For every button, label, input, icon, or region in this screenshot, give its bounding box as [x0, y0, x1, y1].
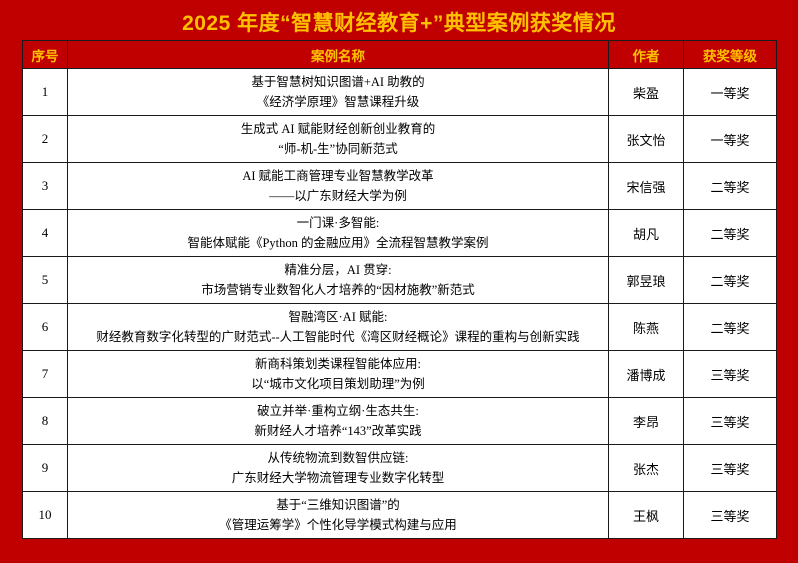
table-row: 9 从传统物流到数智供应链: 广东财经大学物流管理专业数字化转型 张杰 三等奖	[22, 444, 777, 492]
case-title-cell: 一门课·多智能: 智能体赋能《Python 的金融应用》全流程智慧教学案例	[67, 209, 609, 257]
table-row: 1 基于智慧树知识图谱+AI 助教的 《经济学原理》智慧课程升级 柴盈 一等奖	[22, 68, 777, 116]
case-title-line1: 精准分层，AI 贯穿:	[284, 263, 392, 277]
awards-table: 序号 案例名称 作者 获奖等级 1 基于智慧树知识图谱+AI 助教的 《经济学原…	[22, 40, 777, 539]
author-cell: 王枫	[608, 491, 684, 539]
table-header-row: 序号 案例名称 作者 获奖等级	[22, 40, 777, 69]
author-cell: 李昂	[608, 397, 684, 445]
case-title-cell: 破立并举·重构立纲·生态共生: 新财经人才培养“143”改革实践	[67, 397, 609, 445]
case-title-line1: 生成式 AI 赋能财经创新创业教育的	[240, 122, 436, 136]
row-number-cell: 2	[22, 115, 68, 163]
case-title-line1: 一门课·多智能:	[296, 216, 380, 230]
row-number-cell: 4	[22, 209, 68, 257]
row-number-cell: 10	[22, 491, 68, 539]
case-title-cell: 智融湾区·AI 赋能: 财经教育数字化转型的广财范式--人工智能时代《湾区财经概…	[67, 303, 609, 351]
row-number-cell: 7	[22, 350, 68, 398]
author-cell: 张杰	[608, 444, 684, 492]
case-title-line2: 智能体赋能《Python 的金融应用》全流程智慧教学案例	[187, 236, 489, 250]
author-cell: 张文怡	[608, 115, 684, 163]
case-title-line2: 《经济学原理》智慧课程升级	[256, 95, 420, 109]
case-title-line1: 新商科策划类课程智能体应用:	[255, 357, 421, 371]
table-row: 5 精准分层，AI 贯穿: 市场营销专业数智化人才培养的“因材施教”新范式 郭昱…	[22, 256, 777, 304]
award-cell: 一等奖	[683, 115, 777, 163]
case-title-cell: 新商科策划类课程智能体应用: 以“城市文化项目策划助理”为例	[67, 350, 609, 398]
page-title: 2025 年度“智慧财经教育+”典型案例获奖情况	[182, 12, 616, 35]
case-title-cell: 生成式 AI 赋能财经创新创业教育的 “师-机-生”协同新范式	[67, 115, 609, 163]
case-title-line2: 财经教育数字化转型的广财范式--人工智能时代《湾区财经概论》课程的重构与创新实践	[96, 330, 580, 344]
case-title-cell: 基于“三维知识图谱”的 《管理运筹学》个性化导学模式构建与应用	[67, 491, 609, 539]
table-row: 7 新商科策划类课程智能体应用: 以“城市文化项目策划助理”为例 潘博成 三等奖	[22, 350, 777, 398]
case-title-line2: 新财经人才培养“143”改革实践	[254, 424, 422, 438]
award-cell: 二等奖	[683, 162, 777, 210]
author-cell: 宋信强	[608, 162, 684, 210]
case-title-cell: 精准分层，AI 贯穿: 市场营销专业数智化人才培养的“因材施教”新范式	[67, 256, 609, 304]
table-row: 4 一门课·多智能: 智能体赋能《Python 的金融应用》全流程智慧教学案例 …	[22, 209, 777, 257]
award-cell: 三等奖	[683, 491, 777, 539]
header-case-name: 案例名称	[67, 40, 609, 69]
case-title-line2: 以“城市文化项目策划助理”为例	[251, 377, 425, 391]
row-number-cell: 5	[22, 256, 68, 304]
header-author: 作者	[608, 40, 684, 69]
author-cell: 潘博成	[608, 350, 684, 398]
award-cell: 二等奖	[683, 303, 777, 351]
case-title-line1: 从传统物流到数智供应链:	[267, 451, 409, 465]
author-cell: 郭昱琅	[608, 256, 684, 304]
award-cell: 一等奖	[683, 68, 777, 116]
case-title-line1: 智融湾区·AI 赋能:	[288, 310, 388, 324]
award-cell: 二等奖	[683, 256, 777, 304]
author-cell: 陈燕	[608, 303, 684, 351]
table-row: 3 AI 赋能工商管理专业智慧教学改革 ——以广东财经大学为例 宋信强 二等奖	[22, 162, 777, 210]
case-title-line2: 市场营销专业数智化人才培养的“因材施教”新范式	[201, 283, 475, 297]
case-title-cell: 基于智慧树知识图谱+AI 助教的 《经济学原理》智慧课程升级	[67, 68, 609, 116]
case-title-line2: 广东财经大学物流管理专业数字化转型	[231, 471, 445, 485]
case-title-line2: ——以广东财经大学为例	[269, 189, 407, 203]
author-cell: 柴盈	[608, 68, 684, 116]
table-row: 8 破立并举·重构立纲·生态共生: 新财经人才培养“143”改革实践 李昂 三等…	[22, 397, 777, 445]
case-title-cell: AI 赋能工商管理专业智慧教学改革 ——以广东财经大学为例	[67, 162, 609, 210]
award-cell: 二等奖	[683, 209, 777, 257]
row-number-cell: 3	[22, 162, 68, 210]
row-number-cell: 9	[22, 444, 68, 492]
award-cell: 三等奖	[683, 350, 777, 398]
table-row: 10 基于“三维知识图谱”的 《管理运筹学》个性化导学模式构建与应用 王枫 三等…	[22, 491, 777, 539]
case-title-line1: 破立并举·重构立纲·生态共生:	[257, 404, 419, 418]
case-title-line2: “师-机-生”协同新范式	[278, 142, 398, 156]
row-number-cell: 1	[22, 68, 68, 116]
row-number-cell: 8	[22, 397, 68, 445]
case-title-line1: 基于“三维知识图谱”的	[276, 498, 400, 512]
case-title-cell: 从传统物流到数智供应链: 广东财经大学物流管理专业数字化转型	[67, 444, 609, 492]
header-award-level: 获奖等级	[683, 40, 777, 69]
case-title-line1: 基于智慧树知识图谱+AI 助教的	[251, 75, 425, 89]
header-serial-number: 序号	[22, 40, 68, 69]
table-row: 2 生成式 AI 赋能财经创新创业教育的 “师-机-生”协同新范式 张文怡 一等…	[22, 115, 777, 163]
author-cell: 胡凡	[608, 209, 684, 257]
case-title-line1: AI 赋能工商管理专业智慧教学改革	[242, 169, 434, 183]
row-number-cell: 6	[22, 303, 68, 351]
award-cell: 三等奖	[683, 397, 777, 445]
case-title-line2: 《管理运筹学》个性化导学模式构建与应用	[219, 518, 457, 532]
table-row: 6 智融湾区·AI 赋能: 财经教育数字化转型的广财范式--人工智能时代《湾区财…	[22, 303, 777, 351]
award-cell: 三等奖	[683, 444, 777, 492]
